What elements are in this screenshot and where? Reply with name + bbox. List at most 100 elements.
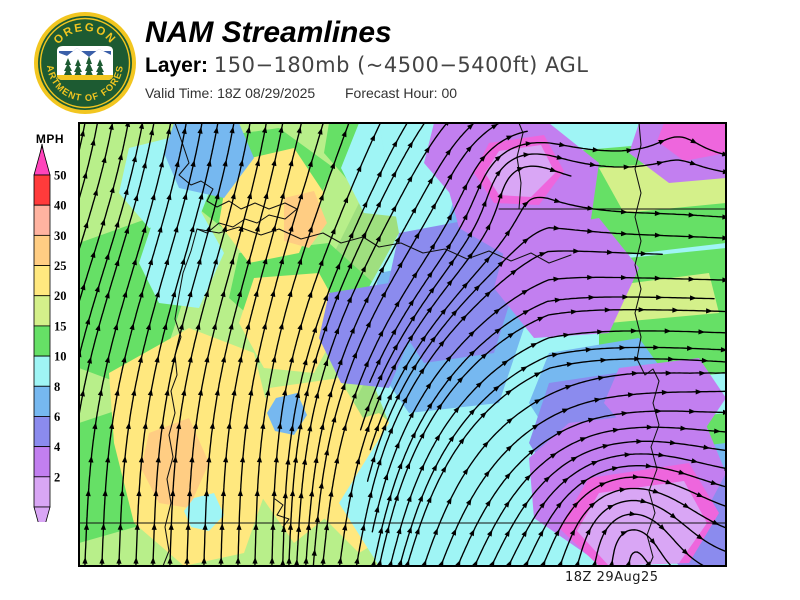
streamline-arrowhead bbox=[360, 523, 366, 531]
map-svg[interactable] bbox=[79, 123, 726, 566]
streamline-arrowhead bbox=[714, 428, 721, 434]
streamline-arrowhead bbox=[411, 363, 418, 371]
streamline-arrowhead bbox=[408, 299, 415, 307]
streamline-arrowhead bbox=[462, 213, 468, 221]
streamline-arrowhead bbox=[467, 230, 473, 238]
streamline-arrowhead bbox=[219, 523, 225, 530]
colorbar-band-10 bbox=[33, 355, 51, 387]
streamline-arrowhead bbox=[254, 159, 261, 167]
streamline-arrowhead bbox=[554, 297, 562, 303]
streamline-arrowhead bbox=[230, 192, 236, 200]
streamline-arrowhead bbox=[588, 294, 596, 301]
streamline-arrowhead bbox=[195, 322, 201, 330]
streamline-arrowhead bbox=[539, 501, 546, 509]
streamline-arrowhead bbox=[252, 557, 258, 564]
streamline-arrowhead bbox=[307, 424, 313, 432]
streamline-arrowhead bbox=[402, 363, 408, 371]
streamline-arrowhead bbox=[150, 193, 156, 201]
map-border bbox=[79, 123, 726, 566]
streamline-arrowhead bbox=[378, 265, 385, 273]
streamline-arrowhead bbox=[289, 424, 295, 432]
streamline-arrowhead bbox=[346, 295, 352, 304]
streamline-arrowhead bbox=[601, 528, 608, 536]
streamline-arrowhead bbox=[147, 388, 153, 396]
streamline bbox=[79, 123, 99, 202]
streamline-arrowhead bbox=[136, 489, 142, 497]
streamline-arrowhead bbox=[122, 290, 128, 298]
streamline-arrowhead bbox=[307, 225, 313, 233]
streamline-arrowhead bbox=[418, 367, 425, 375]
streamline-arrowhead bbox=[387, 559, 393, 566]
streamline-arrowhead bbox=[211, 322, 217, 330]
streamline-arrowhead bbox=[467, 123, 474, 130]
streamline-arrowhead bbox=[672, 307, 679, 313]
streamline-arrowhead bbox=[446, 213, 453, 221]
streamline-arrowhead bbox=[522, 309, 530, 316]
streamline-arrowhead bbox=[176, 422, 182, 430]
streamline-arrowhead bbox=[133, 557, 139, 564]
streamline-arrowhead bbox=[369, 134, 376, 142]
streamline-arrowhead bbox=[182, 192, 188, 200]
streamline-arrowhead bbox=[214, 388, 220, 396]
streamline bbox=[101, 123, 187, 566]
colorbar-label-8: 8 bbox=[54, 380, 60, 394]
streamline-arrowhead bbox=[187, 489, 193, 497]
streamline-arrowhead bbox=[201, 557, 207, 564]
streamline-arrowhead bbox=[133, 194, 139, 202]
streamline-arrowhead bbox=[214, 192, 220, 200]
colorbar-label-30: 30 bbox=[54, 229, 67, 243]
streamline-arrowhead bbox=[480, 411, 487, 419]
streamline-arrowhead bbox=[254, 355, 260, 363]
streamline-arrowhead bbox=[278, 126, 284, 134]
streamline-arrowhead bbox=[262, 257, 268, 265]
streamline-arrowhead bbox=[428, 286, 435, 294]
streamline-arrowhead bbox=[101, 156, 107, 164]
streamline-arrowhead bbox=[669, 512, 677, 519]
streamline-arrowhead bbox=[187, 290, 193, 298]
streamline-arrowhead bbox=[100, 218, 106, 226]
streamline-arrowhead bbox=[654, 210, 662, 216]
streamline-arrowhead bbox=[341, 130, 347, 138]
streamline-arrowhead bbox=[406, 526, 412, 534]
streamline-arrowhead bbox=[79, 350, 82, 358]
streamline-arrowhead bbox=[149, 128, 155, 136]
streamline-arrowhead bbox=[636, 438, 643, 445]
streamline-arrowhead bbox=[483, 256, 491, 264]
colorbar-top-arrow-wide bbox=[33, 144, 51, 176]
streamline-arrowhead bbox=[181, 127, 187, 135]
streamline-arrowhead bbox=[682, 502, 690, 509]
streamline-arrowhead bbox=[620, 531, 628, 537]
map-canvas[interactable] bbox=[78, 122, 727, 567]
streamline-arrowhead bbox=[157, 225, 163, 233]
geographic-boundaries bbox=[79, 123, 726, 566]
streamline-arrowhead bbox=[392, 343, 399, 351]
streamline bbox=[312, 123, 501, 566]
streamline bbox=[559, 487, 726, 566]
streamline-arrowhead bbox=[162, 323, 168, 331]
streamline-arrowhead bbox=[591, 460, 599, 466]
streamline-arrowhead bbox=[318, 481, 324, 489]
streamline-arrowhead bbox=[562, 477, 569, 484]
streamline-arrowhead bbox=[155, 455, 161, 463]
streamline-arrowhead bbox=[342, 523, 348, 531]
streamline-arrowhead bbox=[280, 559, 286, 566]
streamline-arrowhead bbox=[197, 126, 203, 134]
streamline-arrowhead bbox=[189, 225, 195, 233]
streamline-arrowhead bbox=[312, 356, 318, 364]
streamline-arrowhead bbox=[367, 490, 373, 498]
streamline-arrowhead bbox=[287, 290, 293, 298]
streamline-arrowhead bbox=[301, 457, 308, 465]
streamline-arrowhead bbox=[393, 493, 399, 501]
streamline-arrowhead bbox=[319, 422, 325, 430]
streamline-arrowhead bbox=[485, 499, 491, 507]
streamline-arrowhead bbox=[318, 193, 324, 201]
streamline-arrowhead bbox=[524, 474, 532, 482]
streamline-arrowhead bbox=[521, 501, 528, 509]
streamline-arrowhead bbox=[480, 352, 488, 360]
streamline-arrowhead bbox=[411, 271, 418, 279]
streamline-arrowhead bbox=[426, 306, 433, 314]
streamline-arrowhead bbox=[397, 462, 403, 470]
streamline-arrowhead bbox=[206, 455, 212, 463]
colorbar-band-40 bbox=[33, 204, 51, 236]
